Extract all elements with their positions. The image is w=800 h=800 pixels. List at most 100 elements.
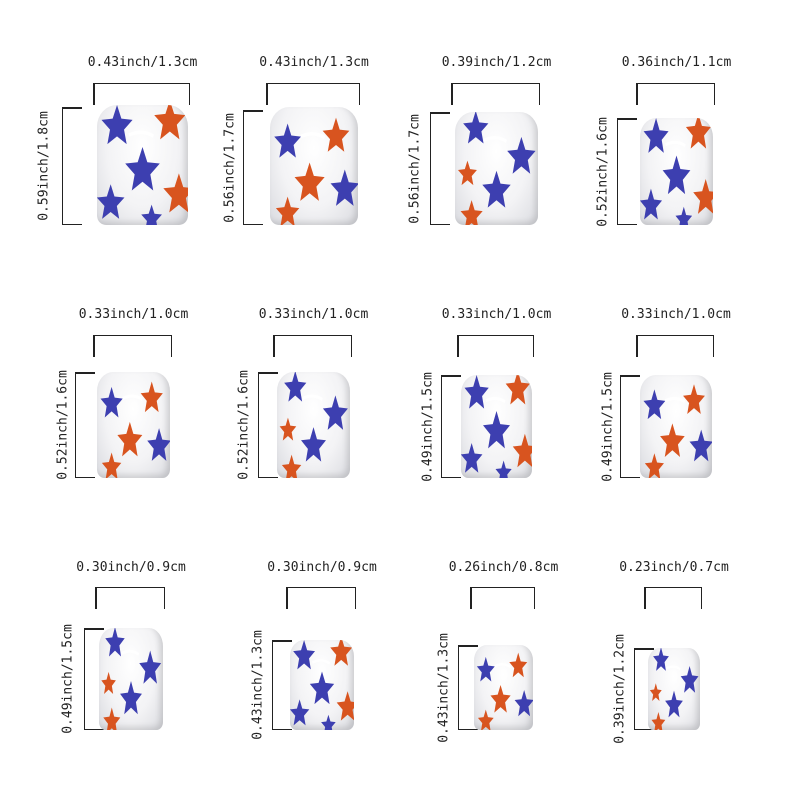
nail-tip (461, 375, 532, 478)
star-icon (139, 650, 162, 684)
width-label: 0.43inch/1.3cm (259, 55, 369, 70)
star-icon (309, 671, 335, 705)
length-dimension-line (258, 372, 278, 478)
nail-tip (640, 375, 712, 478)
star-icon (685, 118, 711, 149)
star-icon (689, 429, 712, 462)
width-dimension-line (451, 83, 540, 105)
star-icon (483, 411, 510, 449)
star-icon (640, 188, 663, 220)
length-dimension-line (62, 107, 82, 225)
star-icon (512, 433, 532, 468)
star-icon (457, 160, 477, 186)
star-icon (643, 118, 669, 153)
width-dimension-line (644, 587, 702, 609)
star-icon (476, 656, 495, 682)
star-icon (117, 421, 143, 457)
star-icon (147, 428, 170, 461)
width-label: 0.43inch/1.3cm (87, 55, 198, 70)
star-icon (290, 699, 310, 726)
star-icon (154, 105, 186, 140)
nail-tip (277, 372, 350, 478)
star-icon (461, 442, 483, 473)
length-label: 0.52inch/1.6cm (236, 370, 252, 480)
length-dimension-line (430, 112, 450, 225)
length-label: 0.39inch/1.2cm (612, 634, 628, 744)
star-icon (279, 417, 297, 441)
length-label: 0.49inch/1.5cm (420, 371, 436, 482)
width-label: 0.33inch/1.0cm (621, 307, 731, 322)
star-icon (140, 381, 163, 413)
star-icon (330, 169, 358, 206)
nail-tip (455, 112, 538, 225)
length-label: 0.59inch/1.8cm (36, 111, 52, 221)
star-icon (330, 640, 353, 666)
length-dimension-line (634, 648, 654, 730)
star-icon (141, 204, 162, 225)
width-label: 0.39inch/1.2cm (441, 55, 552, 70)
star-icon (505, 375, 530, 405)
length-label: 0.49inch/1.5cm (600, 371, 616, 482)
nail-tip (640, 118, 713, 225)
width-dimension-line (457, 335, 534, 357)
star-icon (100, 386, 123, 418)
star-icon (101, 105, 133, 145)
width-label: 0.33inch/1.0cm (78, 307, 189, 322)
star-icon (125, 147, 160, 191)
nail-tip (270, 107, 358, 225)
star-icon (495, 460, 512, 478)
star-icon (675, 206, 693, 225)
star-icon (693, 178, 713, 214)
star-icon (680, 666, 699, 693)
star-icon (294, 162, 325, 201)
star-icon (463, 112, 489, 144)
width-dimension-line (273, 335, 352, 357)
star-icon (281, 454, 302, 478)
length-label: 0.52inch/1.6cm (55, 370, 71, 480)
length-dimension-line (84, 628, 104, 730)
star-icon (103, 707, 121, 730)
width-dimension-line (636, 83, 715, 105)
star-icon (665, 690, 683, 718)
star-icon (274, 123, 301, 158)
star-icon (507, 136, 536, 174)
star-icon (293, 640, 316, 670)
length-label: 0.49inch/1.5cm (60, 624, 76, 734)
width-label: 0.26inch/0.8cm (448, 560, 559, 575)
star-icon (653, 648, 669, 671)
star-icon (477, 709, 494, 730)
width-label: 0.30inch/0.9cm (76, 560, 186, 575)
star-icon (301, 427, 326, 462)
width-label: 0.33inch/1.0cm (258, 307, 369, 322)
star-icon (460, 200, 483, 225)
length-dimension-line (243, 110, 263, 225)
star-icon (275, 196, 300, 225)
width-dimension-line (93, 83, 190, 105)
width-dimension-line (286, 587, 356, 609)
star-icon (643, 389, 666, 420)
length-dimension-line (272, 640, 292, 730)
star-icon (660, 423, 685, 457)
length-label: 0.56inch/1.7cm (407, 113, 423, 224)
star-icon (651, 711, 666, 730)
star-icon (97, 184, 125, 219)
star-icon (101, 452, 122, 478)
star-icon (482, 170, 511, 208)
length-dimension-line (75, 372, 95, 478)
width-label: 0.36inch/1.1cm (621, 55, 732, 70)
star-icon (322, 395, 348, 430)
width-label: 0.30inch/0.9cm (267, 560, 377, 575)
nail-tip (474, 645, 533, 730)
star-icon (649, 683, 662, 702)
length-label: 0.43inch/1.3cm (436, 632, 452, 743)
length-dimension-line (458, 645, 478, 730)
star-icon (284, 372, 307, 402)
width-dimension-line (266, 83, 360, 105)
width-dimension-line (470, 587, 535, 609)
length-label: 0.52inch/1.6cm (595, 116, 611, 227)
star-icon (514, 690, 533, 717)
star-icon (163, 173, 188, 213)
star-icon (490, 684, 511, 713)
nail-tip (97, 105, 188, 225)
